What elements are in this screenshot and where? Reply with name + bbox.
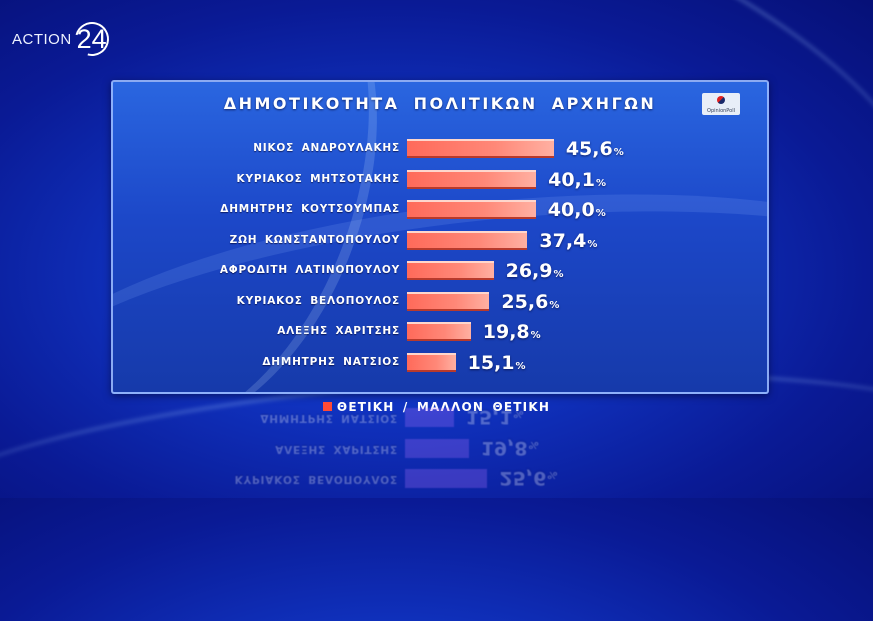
bar-value: 19,8%	[482, 321, 541, 343]
bar-value: 40,1%	[548, 168, 607, 191]
bar-row: ΔΗΜΗΤΡΗΣ ΚΟΥΤΣΟΥΜΠΑΣ 40,0%	[113, 199, 767, 223]
bar-row: ΝΙΚΟΣ ΑΝΔΡΟΥΛΑΚΗΣ 45,6%	[113, 138, 767, 162]
bar-value: 25,6%	[501, 290, 560, 313]
bar	[407, 291, 490, 311]
bar-value: 40,0%	[547, 199, 606, 221]
bar	[405, 469, 488, 489]
candidate-name: ΚΥΡΙΑΚΟΣ ΒΕΛΟΠΟΥΛΟΣ	[236, 294, 400, 307]
legend: ΘΕΤΙΚΗ / ΜΑΛΛΟΝ ΘΕΤΙΚΗ	[0, 400, 873, 414]
bar-value: 26,9%	[505, 260, 564, 282]
candidate-name: ΑΛΕΞΗΣ ΧΑΡΙΤΣΗΣ	[277, 325, 400, 337]
chart-title: ΔΗΜΟΤΙΚΟΤΗΤΑ ΠΟΛΙΤΙΚΩΝ ΑΡΧΗΓΩΝ	[223, 94, 657, 113]
bar	[407, 139, 554, 158]
bar	[407, 169, 537, 189]
candidate-name: ΔΗΜΗΤΡΗΣ ΝΑΤΣΙΟΣ	[260, 412, 398, 425]
candidate-name: ΖΩΗ ΚΩΝΣΤΑΝΤΟΠΟΥΛΟΥ	[229, 233, 400, 246]
bar-row: ΑΦΡΟΔΙΤΗ ΛΑΤΙΝΟΠΟΥΛΟΥ 26,9%	[113, 260, 767, 284]
logo-number: 24	[76, 24, 107, 54]
bar-value: 15,1%	[465, 406, 524, 429]
bar-row: ΔΗΜΗΤΡΗΣ ΝΑΤΣΙΟΣ 15,1%	[113, 352, 767, 376]
candidate-name: ΔΗΜΗΤΡΗΣ ΚΟΥΤΣΟΥΜΠΑΣ	[220, 203, 400, 215]
pollster-name: OpinionPoll	[707, 108, 735, 114]
bar-row: ΔΗΜΗΤΡΗΣ ΝΑΤΣΙΟΣ 15,1%	[111, 405, 765, 429]
bar	[405, 439, 469, 458]
bar-value: 15,1%	[467, 351, 526, 374]
bar	[405, 408, 454, 428]
bar	[407, 261, 494, 280]
bar-row: ΑΛΕΞΗΣ ΧΑΡΙΤΣΗΣ 19,8%	[111, 435, 765, 459]
candidate-name: ΚΥΡΙΑΚΟΣ ΒΕΛΟΠΟΥΛΟΣ	[234, 473, 398, 486]
bar-value: 37,4%	[539, 229, 598, 252]
logo-text: ACTION	[12, 30, 72, 48]
bar-row: ΖΩΗ ΚΩΝΣΤΑΝΤΟΠΟΥΛΟΥ 37,4%	[113, 230, 767, 254]
candidate-name: ΔΗΜΗΤΡΗΣ ΝΑΤΣΙΟΣ	[262, 355, 400, 368]
pollster-logo-icon	[717, 96, 725, 104]
bar	[407, 200, 536, 219]
chart-panel: ΔΗΜΟΤΙΚΟΤΗΤΑ ΠΟΛΙΤΙΚΩΝ ΑΡΧΗΓΩΝ OpinionPo…	[111, 80, 769, 394]
bar-row: ΚΥΡΙΑΚΟΣ ΒΕΛΟΠΟΥΛΟΣ 25,6%	[113, 291, 767, 315]
legend-swatch	[322, 402, 332, 411]
bar-row: ΚΥΡΙΑΚΟΣ ΒΕΛΟΠΟΥΛΟΣ 25,6%	[111, 466, 765, 490]
candidate-name: ΝΙΚΟΣ ΑΝΔΡΟΥΛΑΚΗΣ	[253, 142, 400, 154]
candidate-name: ΚΥΡΙΑΚΟΣ ΜΗΤΣΟΤΑΚΗΣ	[236, 172, 400, 185]
bar-value: 19,8%	[480, 437, 539, 459]
pollster-logo: OpinionPoll	[702, 93, 740, 115]
legend-label: ΘΕΤΙΚΗ / ΜΑΛΛΟΝ ΘΕΤΙΚΗ	[336, 400, 551, 414]
bar	[407, 322, 471, 341]
candidate-name: ΑΛΕΞΗΣ ΧΑΡΙΤΣΗΣ	[275, 443, 398, 455]
bar	[407, 230, 528, 250]
bar-row: ΚΥΡΙΑΚΟΣ ΜΗΤΣΟΤΑΚΗΣ 40,1%	[113, 169, 767, 193]
bar-value: 25,6%	[499, 467, 558, 490]
channel-logo: ACTION 24	[12, 22, 109, 56]
bar	[407, 352, 456, 372]
candidate-name: ΑΦΡΟΔΙΤΗ ΛΑΤΙΝΟΠΟΥΛΟΥ	[219, 264, 400, 276]
bar-value: 45,6%	[565, 138, 624, 160]
bar-row: ΑΛΕΞΗΣ ΧΑΡΙΤΣΗΣ 19,8%	[113, 321, 767, 345]
